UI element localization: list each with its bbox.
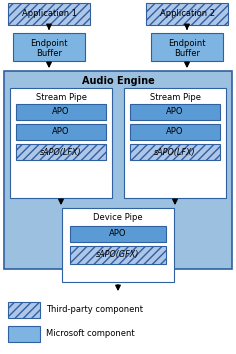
Bar — [8, 302, 40, 318]
Text: Third-party component: Third-party component — [46, 306, 143, 314]
Bar — [10, 88, 112, 198]
Bar — [13, 33, 85, 61]
Text: Audio Engine: Audio Engine — [82, 76, 154, 86]
Text: Stream Pipe: Stream Pipe — [149, 92, 201, 102]
Text: Buffer: Buffer — [174, 50, 200, 58]
Text: APO: APO — [52, 127, 70, 137]
Bar — [8, 326, 40, 342]
Bar — [8, 3, 90, 25]
Text: Endpoint: Endpoint — [168, 40, 206, 48]
Text: Application 1: Application 1 — [21, 10, 76, 18]
Bar — [4, 71, 232, 269]
Text: APO: APO — [166, 108, 184, 116]
Text: Microsoft component: Microsoft component — [46, 330, 135, 338]
Bar — [70, 246, 166, 264]
Text: APO: APO — [166, 127, 184, 137]
Text: Application 2: Application 2 — [160, 10, 215, 18]
Bar — [130, 144, 220, 160]
Bar — [146, 3, 228, 25]
Text: sAPO(LFX): sAPO(LFX) — [40, 148, 82, 156]
Text: sAPO(GFX): sAPO(GFX) — [96, 251, 140, 259]
Bar — [16, 104, 106, 120]
Text: APO: APO — [52, 108, 70, 116]
Text: Stream Pipe: Stream Pipe — [35, 92, 87, 102]
Bar — [70, 226, 166, 242]
Bar — [16, 144, 106, 160]
Bar — [16, 124, 106, 140]
Text: sAPO(LFX): sAPO(LFX) — [154, 148, 196, 156]
Bar — [124, 88, 226, 198]
Text: APO: APO — [109, 229, 127, 239]
Bar — [151, 33, 223, 61]
Text: Endpoint: Endpoint — [30, 40, 68, 48]
Text: Buffer: Buffer — [36, 50, 62, 58]
Text: Device Pipe: Device Pipe — [93, 213, 143, 223]
Bar — [62, 208, 174, 282]
Bar — [130, 104, 220, 120]
Bar — [130, 124, 220, 140]
